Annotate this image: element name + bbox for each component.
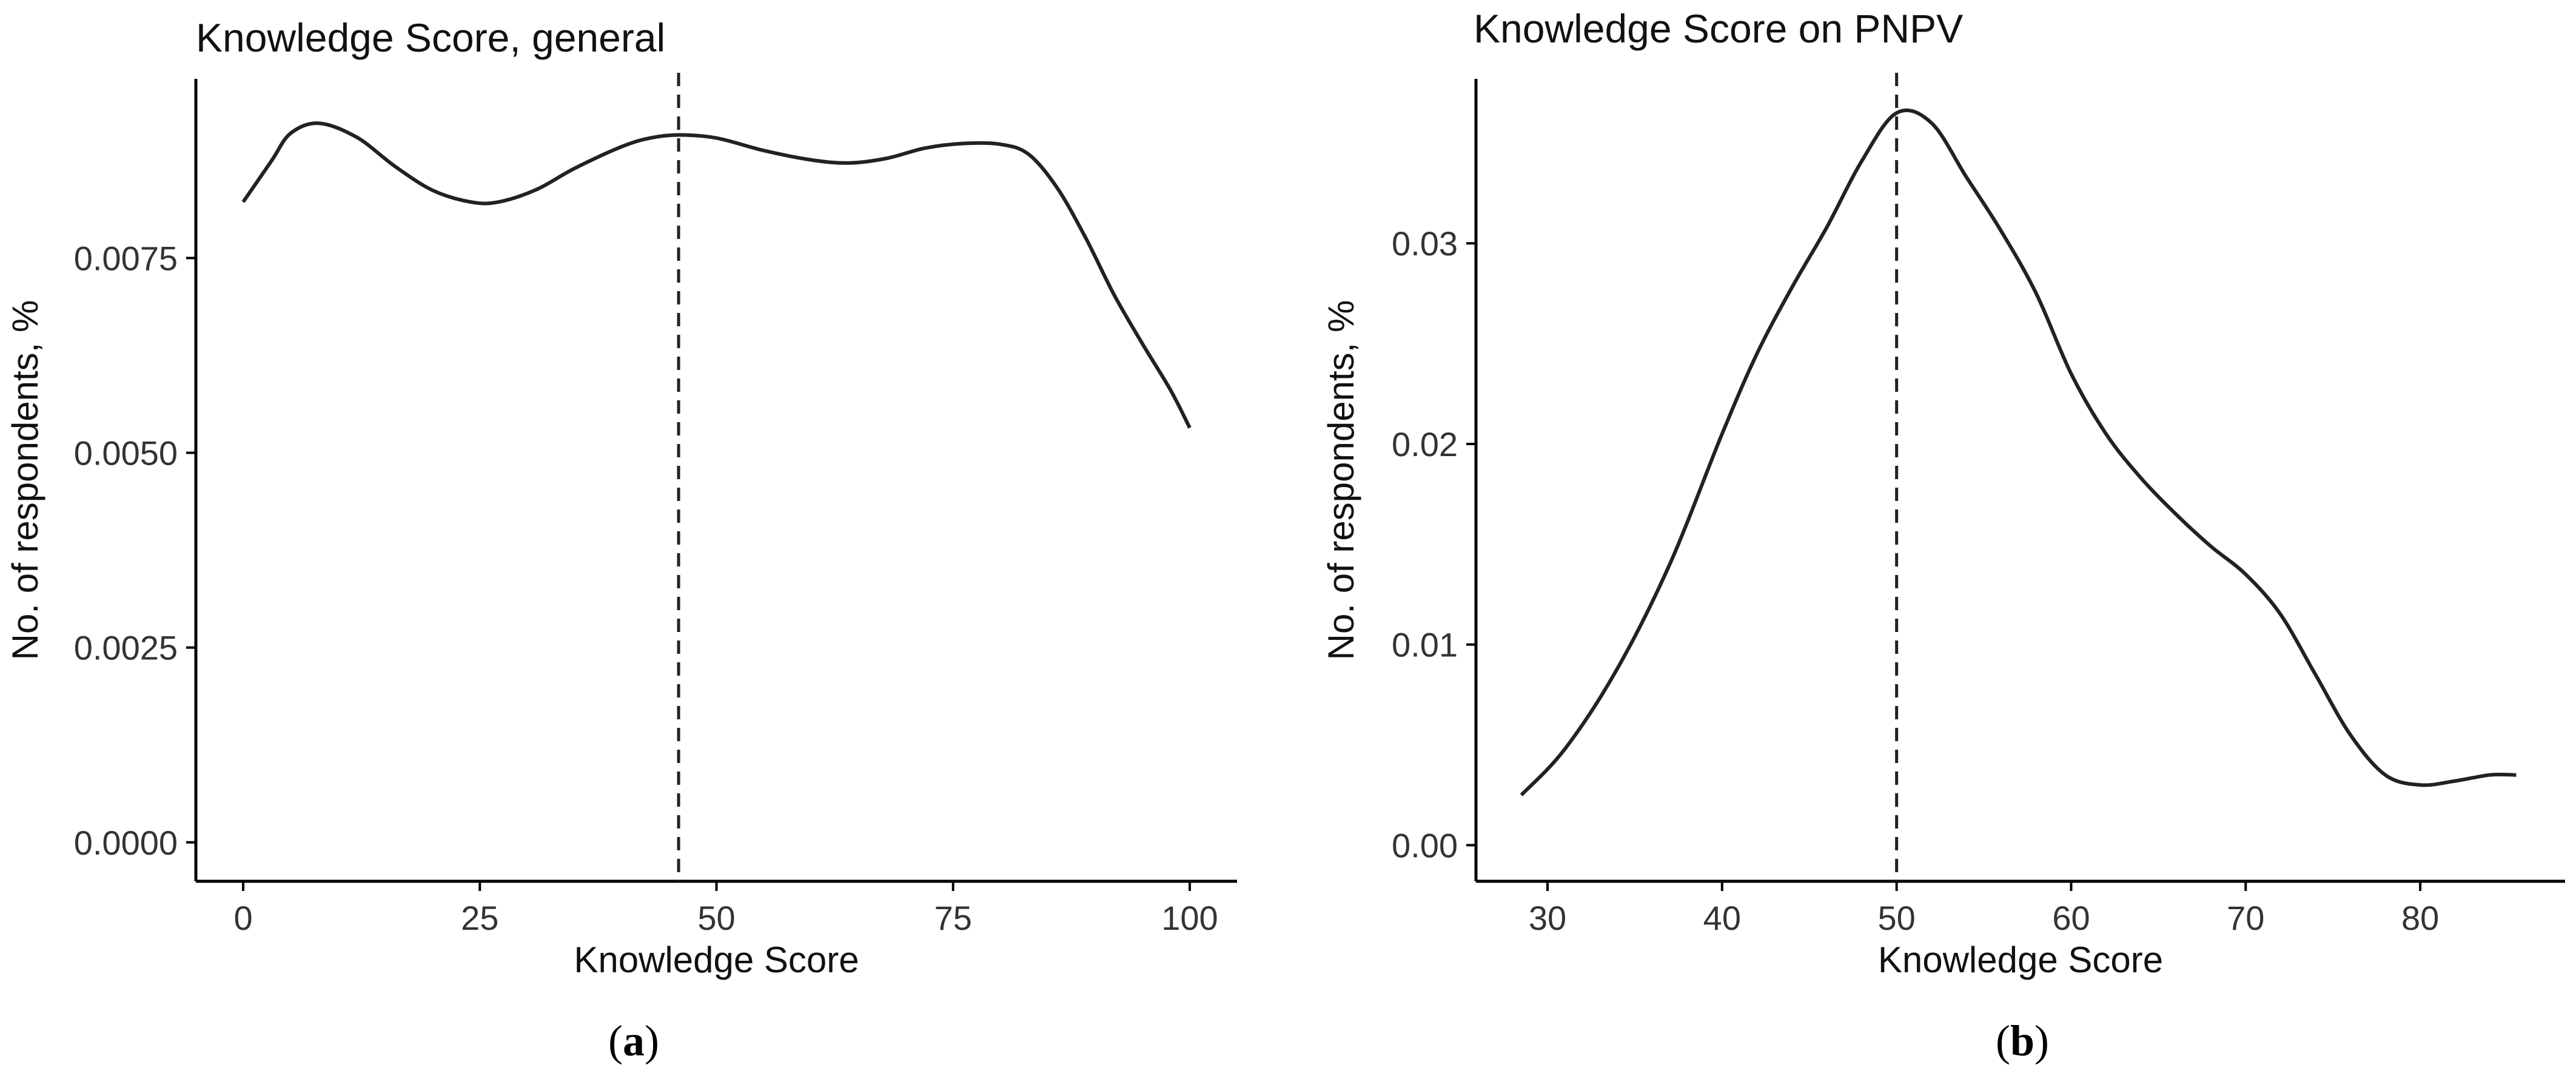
density-curve-0	[1520, 108, 2517, 796]
y-tick-label: 0.0000	[74, 824, 178, 862]
y-tick-label: 0.01	[1392, 626, 1458, 664]
x-tick-label: 100	[1161, 899, 1218, 937]
x-axis-label: Knowledge Score	[1878, 940, 2163, 980]
x-tick-label: 0	[233, 899, 252, 937]
x-tick-label: 50	[1877, 899, 1915, 937]
x-tick-label: 30	[1529, 899, 1566, 937]
chart-title: Knowledge Score on PNPV	[1474, 6, 1963, 51]
y-tick-label: 0.0025	[74, 629, 178, 667]
panel-label: (a)	[608, 1017, 659, 1065]
x-tick-label: 60	[2052, 899, 2090, 937]
x-tick-label: 75	[934, 899, 972, 937]
x-tick-label: 50	[697, 899, 735, 937]
y-axis-label: No. of respondents, %	[5, 300, 45, 661]
x-tick-label: 70	[2227, 899, 2264, 937]
chart-title: Knowledge Score, general	[196, 15, 665, 60]
x-axis-label: Knowledge Score	[574, 940, 859, 980]
chart-panel-b: Knowledge Score on PNPV 30 40 50 60 70 80 0.00 0…	[1321, 6, 2565, 1065]
y-tick-label: 0.0050	[74, 434, 178, 472]
panel-label: (b)	[1996, 1017, 2049, 1065]
y-tick-label: 0.02	[1392, 425, 1458, 463]
y-axis-label: No. of respondents, %	[1321, 300, 1361, 661]
x-tick-label: 25	[461, 899, 498, 937]
y-tick-label: 0.03	[1392, 224, 1458, 263]
chart-panel-a: Knowledge Score, general 0 25 50 75 100 0.0000…	[5, 15, 1237, 1065]
density-curve-0	[241, 121, 1192, 429]
x-tick-label: 80	[2401, 899, 2439, 937]
y-tick-label: 0.00	[1392, 826, 1458, 864]
x-tick-label: 40	[1703, 899, 1741, 937]
y-tick-label: 0.0075	[74, 239, 178, 277]
